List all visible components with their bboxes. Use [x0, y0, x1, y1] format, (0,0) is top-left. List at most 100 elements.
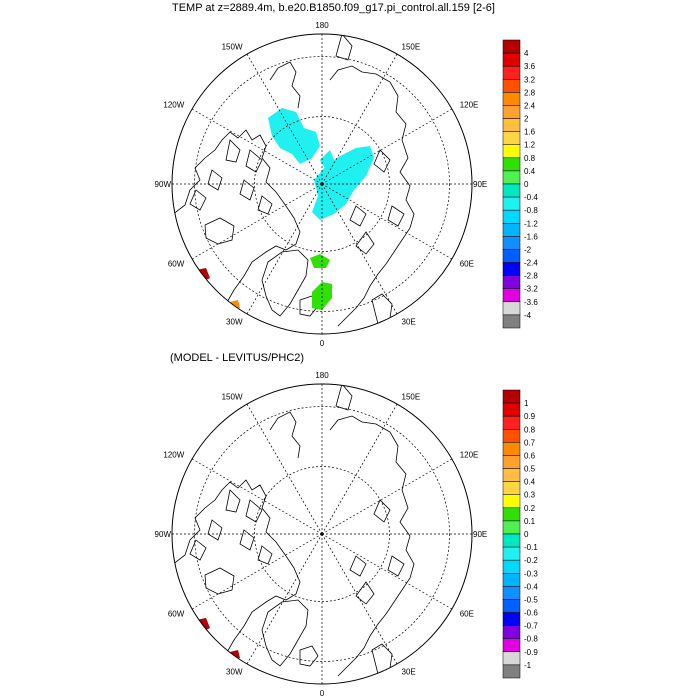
latitude-circle: [254, 466, 390, 602]
colorbar-swatch: [502, 183, 521, 198]
colorbar-tick-label: -3.2: [524, 285, 538, 294]
top-anomaly-pole-strip: [320, 150, 334, 170]
longitude-label: 120E: [460, 451, 479, 460]
longitude-label: 60W: [168, 610, 185, 619]
bottom-map: 180 150E 120E 90E 60E 30E 0 30W 60W 90W 120W 150W: [155, 371, 488, 698]
colorbar-swatch: [502, 39, 521, 54]
longitude-label: 90E: [473, 180, 487, 189]
colorbar-swatch: [502, 105, 521, 119]
colorbar-swatch: [502, 92, 521, 106]
colorbar-swatch: [502, 288, 521, 303]
latitude-circle: [254, 116, 390, 252]
colorbar-tick-label: -2: [524, 245, 532, 254]
colorbar-tick-label: 1: [524, 399, 529, 408]
meridian-line: [246, 183, 323, 315]
top-anomaly-pole-central: [312, 146, 374, 220]
top-anomaly-canada-basin: [268, 108, 320, 164]
colorbar-tick-label: -0.7: [524, 622, 538, 631]
latitude-circle: [194, 406, 450, 662]
colorbar-swatch: [502, 196, 521, 211]
bottom-map-longitude-labels: 180 150E 120E 90E 60E 30E 0 30W 60W 90W 120W 150W: [155, 371, 488, 698]
colorbar-swatch: [502, 664, 521, 679]
longitude-label: 120E: [460, 101, 479, 110]
longitude-label: 180: [315, 371, 329, 380]
colorbar-tick-label: 0: [524, 530, 529, 539]
top-map-coastlines: [172, 34, 415, 331]
colorbar-tick-label: 0.9: [524, 412, 536, 421]
longitude-label: 30E: [402, 318, 416, 327]
top-chart-title: TEMP at z=2889.4m, b.e20.B1850.f09_g17.p…: [172, 2, 495, 14]
colorbar-swatch: [502, 275, 521, 289]
longitude-label: 180: [315, 21, 329, 30]
colorbar-tick-label: -4: [524, 311, 532, 320]
longitude-label: 30W: [226, 318, 243, 327]
latitude-circle: [194, 56, 450, 312]
colorbar-swatch: [502, 131, 521, 145]
colorbar-swatch: [502, 79, 521, 93]
meridian-line: [246, 53, 323, 185]
colorbar-tick-label: 0.8: [524, 154, 536, 163]
bottom-map-coastlines: [172, 384, 415, 681]
colorbar-tick-label: 3.2: [524, 75, 536, 84]
top-map: 180 150E 120E 90E 60E 30E 0 30W 60W 90W 120W 150W: [155, 21, 488, 348]
longitude-label: 0: [320, 339, 325, 348]
colorbar-tick-label: 2: [524, 115, 529, 124]
colorbar-tick-label: 0.5: [524, 465, 536, 474]
meridian-line: [321, 108, 453, 185]
colorbar-tick-label: 4: [524, 49, 529, 58]
longitude-label: 60W: [168, 260, 185, 269]
colorbar-tick-label: -0.3: [524, 569, 538, 578]
colorbar-tick-label: -1.2: [524, 219, 538, 228]
colorbar-swatch: [502, 533, 521, 548]
colorbar-swatch: [502, 638, 521, 653]
top-map-longitude-labels: 180 150E 120E 90E 60E 30E 0 30W 60W 90W 120W 150W: [155, 21, 488, 348]
colorbar-tick-label: 0.6: [524, 451, 536, 460]
longitude-label: 60E: [460, 610, 474, 619]
colorbar-swatch: [502, 507, 521, 522]
colorbar-tick-label: -1.6: [524, 232, 538, 241]
longitude-label: 150W: [222, 42, 243, 51]
meridian-line: [321, 533, 453, 610]
colorbar-swatch: [502, 170, 521, 185]
longitude-label: 90W: [155, 530, 172, 539]
colorbar-tick-label: -0.9: [524, 648, 538, 657]
longitude-label: 120W: [163, 451, 184, 460]
colorbar-tick-label: -2.4: [524, 259, 538, 268]
top-map-graticule: [172, 34, 472, 334]
bottom-chart-title: (MODEL - LEVITUS/PHC2): [170, 352, 305, 364]
top-anomaly-norwegian-1: [310, 254, 330, 268]
colorbar-tick-label: -0.4: [524, 582, 538, 591]
colorbar-tick-label: -0.4: [524, 193, 538, 202]
colorbar-tick-label: -0.8: [524, 635, 538, 644]
colorbar-tick-label: 0: [524, 180, 529, 189]
colorbar-tick-label: 0.7: [524, 438, 536, 447]
colorbar-tick-label: 2.8: [524, 88, 536, 97]
colorbar-swatch: [502, 402, 521, 417]
colorbar-swatch: [502, 599, 521, 613]
colorbar-swatch: [502, 520, 521, 535]
colorbar-swatch: [502, 301, 521, 316]
colorbar-tick-label: -0.8: [524, 206, 538, 215]
colorbar-swatch: [502, 52, 521, 67]
top-map-anomaly-fill: [196, 108, 374, 310]
longitude-label: 90W: [155, 180, 172, 189]
colorbar-tick-label: 0.8: [524, 425, 536, 434]
longitude-label: 0: [320, 689, 325, 698]
meridian-line: [321, 183, 398, 315]
colorbar-swatch: [502, 389, 521, 404]
colorbar-tick-label: 0.4: [524, 167, 536, 176]
longitude-label: 150W: [222, 392, 243, 401]
colorbar-tick-label: 2.4: [524, 101, 536, 110]
longitude-label: 120W: [163, 101, 184, 110]
colorbar-tick-label: -2.8: [524, 272, 538, 281]
colorbar-tick-label: 1.6: [524, 128, 536, 137]
colorbar-swatch: [502, 546, 521, 561]
colorbar-swatch: [502, 429, 521, 443]
colorbar-swatch: [502, 455, 521, 469]
top-map-boundary: [171, 33, 473, 335]
colorbar-swatch: [502, 314, 521, 329]
colorbar-swatch: [502, 144, 521, 159]
colorbar-swatch: [502, 65, 521, 80]
colorbar-swatch: [502, 415, 521, 430]
